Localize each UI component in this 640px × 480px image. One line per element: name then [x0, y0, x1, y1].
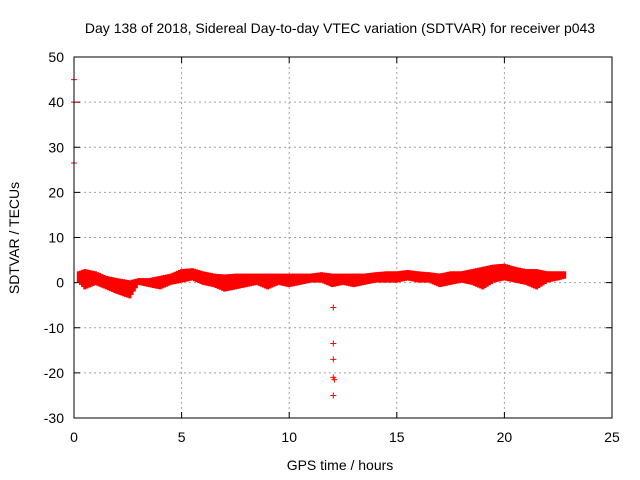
y-tick-label: 0 [56, 275, 64, 291]
plot-frame [73, 56, 613, 419]
y-tick-label: 40 [48, 94, 64, 110]
chart-title: Day 138 of 2018, Sidereal Day-to-day VTE… [85, 20, 595, 36]
data-point [330, 356, 337, 363]
x-tick-label: 10 [281, 429, 297, 445]
x-tick-label: 25 [604, 429, 620, 445]
x-tick-label: 5 [178, 429, 186, 445]
x-tick-label: 20 [497, 429, 513, 445]
axis-ticks: 0 5 10 15 20 25 -30 -20 -10 0 10 20 30 40 50 [44, 49, 620, 445]
grid-lines [74, 57, 612, 418]
y-tick-label: -10 [44, 320, 64, 336]
data-marks [71, 76, 567, 399]
y-tick-label: 10 [48, 230, 64, 246]
data-point [330, 392, 337, 399]
x-axis-label: GPS time / hours [287, 457, 394, 473]
data-point [330, 340, 337, 347]
data-point [330, 304, 337, 311]
data-point [331, 376, 338, 383]
x-tick-label: 15 [389, 429, 405, 445]
y-axis-label: SDTVAR / TECUs [6, 182, 22, 294]
y-tick-label: 20 [48, 184, 64, 200]
y-tick-label: -20 [44, 365, 64, 381]
x-tick-label: 0 [70, 429, 78, 445]
y-tick-label: -30 [44, 410, 64, 426]
y-tick-label: 50 [48, 49, 64, 65]
y-tick-label: 30 [48, 139, 64, 155]
